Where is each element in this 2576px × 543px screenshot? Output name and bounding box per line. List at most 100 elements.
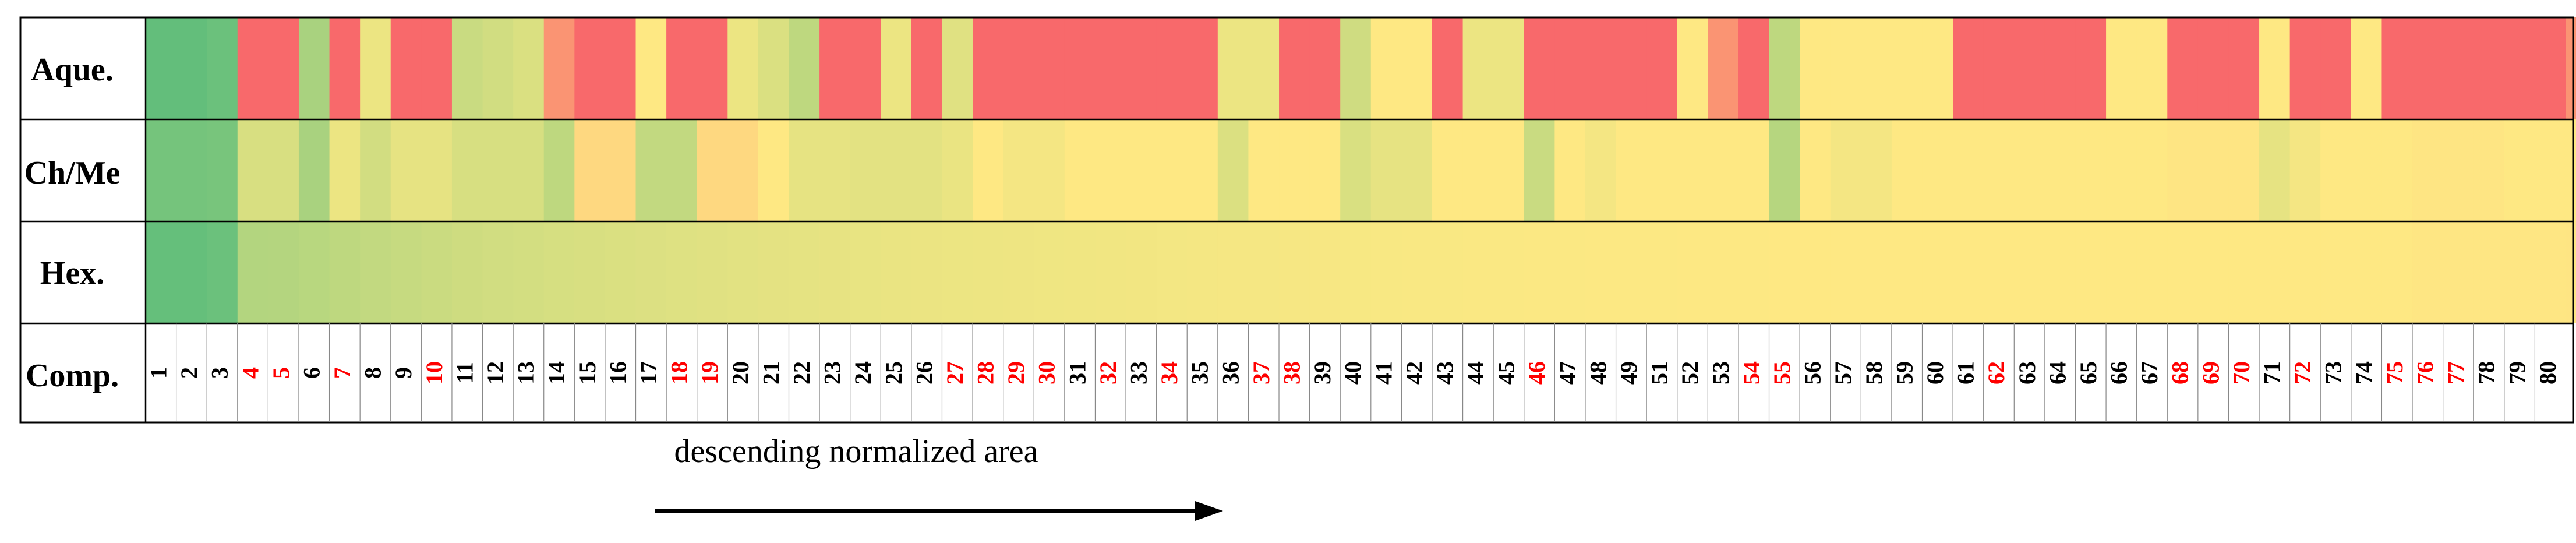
compound-label: 4: [237, 367, 263, 379]
heatmap-cell: [574, 221, 606, 323]
heatmap-cell: [2473, 119, 2505, 221]
heatmap-cell: [1524, 221, 1555, 323]
heatmap-cell: [1126, 119, 1157, 221]
heatmap-cell: [268, 17, 299, 119]
heatmap-cell: [2136, 17, 2168, 119]
heatmap-cell: [1616, 119, 1647, 221]
heatmap-cell: [727, 17, 759, 119]
heatmap-cell: [543, 221, 575, 323]
heatmap-cell: [1095, 221, 1126, 323]
heatmap-cell: [451, 17, 483, 119]
compound-label: 44: [1462, 361, 1489, 385]
heatmap-cell: [421, 221, 453, 323]
heatmap-cell: [1677, 119, 1708, 221]
heatmap-cell: [390, 17, 422, 119]
heatmap-cell: [727, 119, 759, 221]
heatmap-cell: [1248, 119, 1280, 221]
heatmap-cell: [2167, 119, 2199, 221]
compound-label: 65: [2075, 361, 2101, 385]
heatmap-cell: [451, 221, 483, 323]
heatmap-cell: [911, 119, 943, 221]
heatmap-cell: [2167, 221, 2199, 323]
heatmap-cell: [2289, 221, 2321, 323]
heatmap-cell: [2044, 221, 2076, 323]
compound-label: 73: [2320, 361, 2347, 385]
heatmap-cell: [2320, 119, 2352, 221]
compound-label: 14: [543, 361, 570, 385]
heatmap-cell: [2014, 221, 2045, 323]
compound-label: 34: [1156, 361, 1182, 385]
heatmap-cell: [789, 221, 820, 323]
heatmap-cell: [2566, 17, 2576, 119]
heatmap-cell: [2473, 221, 2505, 323]
heatmap-cell: [390, 119, 422, 221]
heatmap-cell: [973, 119, 1004, 221]
compound-label: 61: [1953, 361, 1979, 385]
heatmap-cell: [2412, 221, 2444, 323]
compound-label: 49: [1616, 361, 1642, 385]
compound-label: 74: [2351, 361, 2377, 385]
compound-label: 58: [1861, 361, 1887, 385]
heatmap-cell: [1891, 119, 1923, 221]
compound-label: 47: [1554, 361, 1581, 385]
heatmap-cell: [1677, 221, 1708, 323]
compound-label: 7: [329, 367, 355, 379]
heatmap-cell: [2566, 119, 2576, 221]
compound-label: 3: [207, 367, 233, 379]
heatmap-cell: [819, 119, 851, 221]
compound-label: 26: [911, 361, 937, 385]
heatmap-cell: [421, 119, 453, 221]
compound-label: 8: [360, 367, 386, 379]
chart-frame: [19, 16, 2574, 424]
compound-label: 21: [758, 361, 784, 385]
row-label-chme: Ch/Me: [24, 155, 121, 191]
heatmap-cell: [543, 119, 575, 221]
compound-label: 6: [298, 367, 324, 379]
heatmap-cell: [1646, 17, 1678, 119]
heatmap-cell: [2044, 119, 2076, 221]
heatmap-cell: [268, 119, 299, 221]
heatmap-cell: [482, 221, 514, 323]
heatmap-cell: [2228, 17, 2260, 119]
heatmap-cell: [1248, 221, 1280, 323]
heatmap-cell: [605, 119, 637, 221]
heatmap-cell: [2136, 221, 2168, 323]
heatmap-cell: [1493, 17, 1525, 119]
heatmap-cell: [1891, 17, 1923, 119]
heatmap-cell: [1432, 221, 1464, 323]
heatmap-cell: [1156, 119, 1188, 221]
heatmap-cell: [635, 17, 667, 119]
heatmap-cell: [237, 221, 268, 323]
heatmap-cell: [850, 119, 881, 221]
heatmap-cell: [1126, 17, 1157, 119]
heatmap-cell: [482, 17, 514, 119]
heatmap-cell: [2289, 17, 2321, 119]
heatmap-cell: [1616, 221, 1647, 323]
heatmap-cell: [268, 221, 299, 323]
compound-label: 66: [2106, 361, 2132, 385]
heatmap-cell: [513, 17, 545, 119]
compound-label: 23: [819, 361, 846, 385]
heatmap-cell: [1432, 17, 1464, 119]
compound-label: 11: [451, 362, 478, 384]
compound-label: 1: [145, 367, 171, 379]
heatmap-cell: [1585, 119, 1617, 221]
heatmap-cell: [789, 17, 820, 119]
compound-label: 41: [1370, 361, 1397, 385]
heatmap-cell: [2228, 221, 2260, 323]
heatmap-cell: [1462, 221, 1494, 323]
direction-arrow: [655, 501, 1223, 521]
heatmap-cell: [881, 119, 912, 221]
heatmap-cell: [329, 119, 361, 221]
heatmap-cell: [390, 221, 422, 323]
heatmap-cell: [819, 17, 851, 119]
heatmap-cell: [850, 17, 881, 119]
row-labels: Aque. Ch/Me Hex. Comp.: [24, 52, 121, 394]
heatmap-cell: [1217, 17, 1249, 119]
heatmap-cell: [1279, 119, 1310, 221]
heatmap-cell: [1462, 17, 1494, 119]
heatmap-cell: [2381, 119, 2413, 221]
heatmap-cell: [1830, 119, 1861, 221]
heatmap-cell: [2106, 221, 2137, 323]
compound-label: 57: [1830, 361, 1856, 385]
